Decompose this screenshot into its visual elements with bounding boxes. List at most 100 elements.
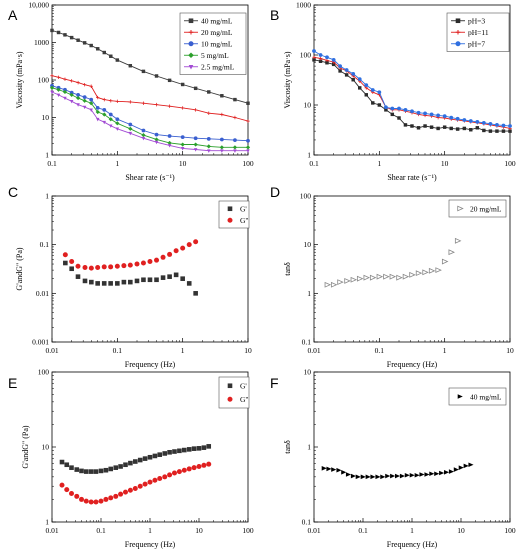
data-point <box>93 499 99 505</box>
data-point <box>63 260 68 266</box>
x-tick-label: 0.1 <box>309 159 319 168</box>
data-point <box>331 467 337 472</box>
data-point <box>419 472 425 477</box>
data-point <box>429 125 434 129</box>
x-tick-label: 10 <box>441 159 449 168</box>
data-point <box>89 279 94 285</box>
data-point <box>171 470 177 476</box>
data-point <box>330 281 338 288</box>
data-point <box>108 466 114 472</box>
data-point <box>162 474 168 480</box>
data-point <box>121 279 127 285</box>
data-point <box>108 495 114 501</box>
legend: 40 mg/mL <box>448 387 507 406</box>
data-point <box>416 110 421 115</box>
data-point <box>370 88 375 92</box>
series-2 <box>59 461 212 505</box>
data-point <box>82 41 87 45</box>
data-point <box>108 117 113 122</box>
data-point <box>193 142 198 147</box>
data-point <box>455 127 460 131</box>
data-point <box>429 112 434 117</box>
y-tick-label: 100 <box>300 51 312 60</box>
y-axis-label: G'andG" (Pa) <box>15 247 24 290</box>
data-point <box>157 452 163 457</box>
data-point <box>389 273 397 280</box>
data-point <box>62 252 68 258</box>
data-point <box>415 270 423 277</box>
data-point <box>246 101 250 105</box>
data-point <box>128 122 133 127</box>
panel-label: F <box>270 375 279 391</box>
data-point <box>357 86 362 90</box>
data-point <box>397 106 401 111</box>
data-point <box>69 79 74 83</box>
x-axis-label: Frequency (Hz) <box>125 360 176 369</box>
data-point <box>79 468 84 474</box>
data-point <box>121 263 127 269</box>
data-point <box>103 496 109 502</box>
data-point <box>326 466 332 472</box>
data-point <box>63 77 67 81</box>
data-point <box>118 464 123 469</box>
data-point <box>449 126 453 131</box>
data-point <box>207 111 211 115</box>
data-point <box>98 498 104 504</box>
data-point <box>409 271 416 278</box>
data-point <box>154 137 159 142</box>
data-point <box>162 451 168 456</box>
data-point <box>365 474 371 480</box>
data-point <box>186 281 192 286</box>
y-tick-label: 100 <box>38 76 50 85</box>
data-point <box>63 96 67 101</box>
data-point <box>246 149 250 153</box>
data-point <box>345 472 352 477</box>
y-tick-label: 1 <box>45 151 49 160</box>
y-tick-label: 1 <box>307 151 311 160</box>
data-point <box>344 73 349 77</box>
data-point <box>154 102 159 107</box>
legend-marker <box>227 217 233 223</box>
data-point <box>180 82 185 87</box>
data-point <box>98 468 104 474</box>
data-point <box>414 472 420 478</box>
y-tick-label: 10 <box>42 443 50 452</box>
x-tick-label: 10 <box>457 526 465 535</box>
data-point <box>68 490 74 496</box>
data-point <box>128 131 133 136</box>
data-point <box>59 482 65 488</box>
data-point <box>142 456 148 461</box>
data-point <box>336 467 342 473</box>
series-5 <box>50 90 250 153</box>
data-point <box>233 115 237 120</box>
data-point <box>108 112 113 117</box>
data-point <box>207 90 211 94</box>
data-point <box>93 469 99 474</box>
data-point <box>103 467 109 473</box>
data-point <box>181 447 187 453</box>
data-point <box>206 144 211 149</box>
data-point <box>232 145 238 150</box>
data-point <box>180 245 186 251</box>
data-point <box>376 273 384 280</box>
data-point <box>89 84 93 89</box>
data-point <box>56 75 61 80</box>
data-point <box>344 277 351 284</box>
data-point <box>416 126 421 130</box>
data-point <box>69 92 74 98</box>
x-tick-label: 1 <box>181 346 185 355</box>
data-point <box>403 123 408 127</box>
x-tick-label: 1 <box>410 526 414 535</box>
series-3 <box>50 83 250 143</box>
x-tick-label: 100 <box>504 526 516 535</box>
data-point <box>453 467 459 472</box>
data-point <box>50 28 54 33</box>
data-point <box>177 448 182 454</box>
legend-box <box>218 200 250 229</box>
data-point <box>458 465 464 470</box>
data-point <box>369 274 377 281</box>
data-point <box>385 473 391 479</box>
data-point <box>390 106 395 111</box>
